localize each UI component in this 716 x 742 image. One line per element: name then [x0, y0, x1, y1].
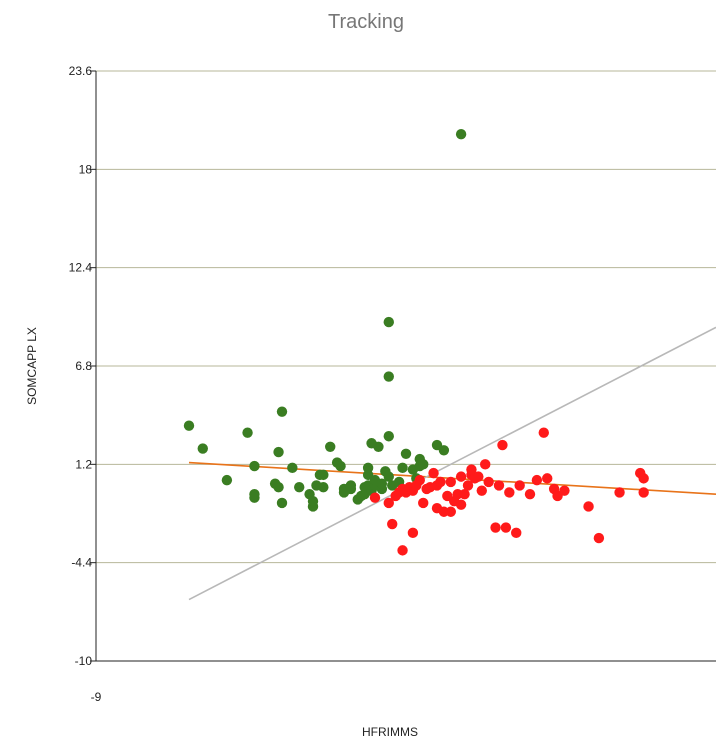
data-point — [273, 446, 284, 458]
y-axis-label: SOMCAPP LX — [25, 327, 39, 405]
data-point — [383, 371, 394, 382]
data-point — [583, 501, 594, 512]
data-point — [183, 420, 195, 431]
data-point — [559, 485, 570, 496]
data-point — [435, 476, 446, 488]
data-point — [614, 487, 625, 498]
data-point — [249, 460, 260, 472]
data-point — [524, 488, 536, 500]
data-point — [455, 471, 467, 482]
data-point — [500, 522, 512, 533]
y-axis-ticks: -10 -4.4 1.2 6.8 12.4 18 23.6 — [69, 64, 96, 668]
y-tick-label: 23.6 — [69, 64, 93, 78]
data-point — [493, 480, 505, 491]
data-point — [531, 474, 543, 486]
data-point — [397, 545, 408, 556]
data-point — [373, 441, 384, 452]
data-point — [276, 497, 288, 509]
data-point — [455, 129, 467, 140]
y-tick-label: -10 — [75, 654, 93, 668]
data-point — [273, 481, 284, 493]
trend-line — [188, 326, 716, 601]
data-point — [376, 478, 388, 489]
data-point — [383, 497, 394, 509]
chart-title: Tracking — [328, 11, 404, 33]
data-point — [287, 462, 298, 474]
data-point — [593, 532, 605, 544]
data-point — [511, 527, 522, 539]
data-point — [455, 499, 467, 510]
data-point — [480, 459, 491, 470]
data-point — [335, 460, 346, 472]
data-point — [638, 487, 649, 498]
y-tick-label: 1.2 — [75, 457, 92, 471]
data-point — [242, 427, 253, 438]
data-point — [383, 316, 394, 328]
data-point — [276, 406, 288, 417]
data-point — [445, 476, 456, 488]
data-point — [504, 487, 515, 498]
data-point — [318, 481, 329, 493]
data-point — [418, 497, 429, 509]
data-point — [414, 474, 425, 486]
data-point — [445, 506, 456, 517]
data-point — [638, 473, 649, 484]
data-point — [538, 427, 549, 438]
data-point — [407, 527, 419, 539]
data-point — [483, 476, 494, 488]
data-point — [369, 492, 381, 503]
data-point — [197, 443, 208, 454]
data-point — [514, 480, 525, 491]
data-point — [490, 522, 501, 533]
data-point — [249, 488, 260, 500]
data-point — [418, 459, 429, 470]
data-point — [325, 441, 336, 452]
data-point — [400, 448, 412, 459]
data-point — [318, 469, 329, 481]
data-points — [183, 129, 649, 556]
y-tick-label: 6.8 — [75, 359, 92, 373]
data-point — [459, 488, 470, 500]
data-point — [466, 464, 477, 475]
trend-lines — [188, 326, 716, 601]
y-tick-label: 18 — [79, 162, 93, 176]
data-point — [383, 471, 394, 482]
data-point — [383, 431, 394, 442]
data-point — [397, 462, 408, 474]
data-point — [294, 481, 305, 493]
x-axis-ticks: -9 — [91, 690, 102, 704]
data-point — [428, 467, 439, 479]
data-point — [542, 473, 553, 484]
data-point — [497, 439, 508, 451]
data-point — [438, 445, 450, 456]
y-tick-label: -4.4 — [71, 556, 92, 570]
data-point — [345, 480, 357, 491]
x-tick-label: -9 — [91, 690, 102, 704]
data-point — [362, 462, 374, 474]
y-tick-label: 12.4 — [69, 261, 93, 275]
data-point — [473, 471, 484, 482]
x-axis-label: HFRIMMS — [362, 725, 418, 739]
data-point — [387, 518, 398, 530]
grid-lines — [96, 70, 716, 564]
data-point — [462, 480, 474, 491]
data-point — [307, 496, 319, 507]
data-point — [221, 474, 233, 486]
data-point — [476, 485, 487, 496]
